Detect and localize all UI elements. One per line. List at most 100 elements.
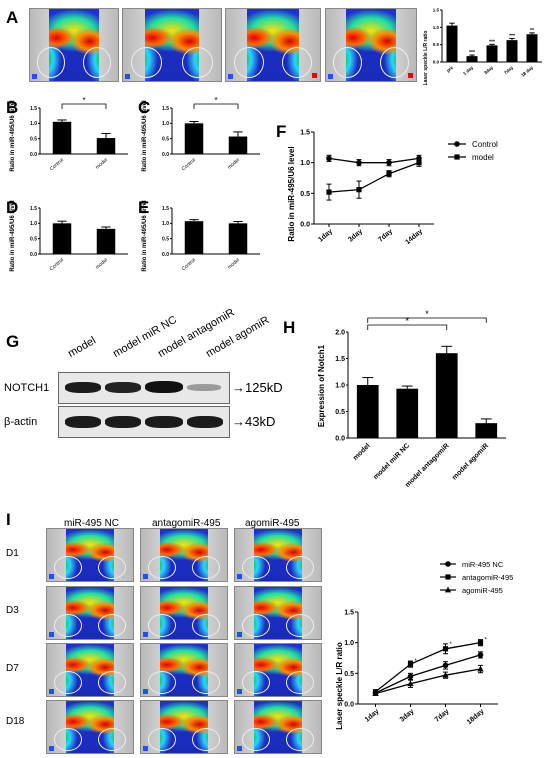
panel-label-f: F (276, 122, 287, 141)
data-point (477, 652, 484, 658)
data-point (407, 673, 414, 680)
y-axis-label: Ratio in miR-495/U6 level (287, 146, 296, 241)
bar (526, 34, 538, 62)
x-tick-label: 3day (399, 708, 416, 724)
data-point (386, 159, 392, 166)
data-point (356, 187, 362, 193)
y-tick-label: 2.0 (335, 329, 345, 336)
legend-label: antagomiR-495 (462, 573, 513, 582)
x-tick-label: model (352, 442, 372, 462)
data-point (372, 690, 379, 696)
x-tick-label: model agomiR (451, 442, 490, 481)
bar (446, 25, 458, 63)
significance-label: * (214, 96, 217, 105)
significance-bracket (367, 324, 448, 330)
panel-b-chart: Ratio in miR-495/U6 level 0.0 0.5 1.0 1.5 Co… (10, 96, 128, 172)
laser-speckle-image (29, 8, 119, 82)
blot-size-label: →43kD (232, 414, 276, 429)
laser-speckle-image (140, 586, 228, 640)
y-tick-label: 0.5 (30, 236, 37, 242)
y-tick-label: 0.5 (162, 236, 169, 242)
data-point (407, 680, 414, 687)
x-tick-label: 18 day (520, 65, 534, 78)
bar (184, 221, 204, 254)
y-tick-label: 0.0 (335, 435, 345, 442)
panel-label-g: G (6, 332, 20, 351)
y-axis-label: Ratio in miR-495/U6 level (142, 100, 148, 172)
y-tick-label: 0.0 (344, 701, 354, 708)
panel-label-d: D (6, 198, 19, 217)
y-tick-label: 0.0 (162, 152, 169, 158)
bar (356, 385, 379, 438)
data-point (356, 159, 362, 166)
data-point (477, 665, 484, 672)
y-axis-label: Ratio in miR-495/U6 level (10, 200, 16, 272)
y-tick-label: 1.0 (30, 221, 37, 227)
data-point (442, 646, 449, 652)
y-tick-label: 0.5 (344, 671, 354, 678)
x-tick-label: 3day (347, 228, 364, 244)
laser-speckle-image (325, 8, 417, 82)
panel-i-chart: Laser speckle L/R ratio 0.0 0.5 1.0 1.5 1day… (335, 560, 513, 730)
x-tick-label: model (227, 257, 241, 270)
panel-label-h: H (283, 318, 296, 337)
legend-marker (445, 574, 451, 580)
panel-label-i: I (6, 510, 11, 529)
day-label: D18 (6, 716, 25, 727)
significance-label: ** (530, 28, 534, 34)
y-tick-label: 0.5 (433, 42, 440, 47)
data-point (442, 662, 449, 669)
laser-speckle-image (140, 528, 228, 582)
x-tick-label: 18day (466, 708, 486, 726)
x-tick-label: model (95, 257, 109, 270)
series-line (328, 157, 420, 164)
group-label: antagomiR-495 (152, 518, 221, 529)
laser-speckle-image (46, 586, 134, 640)
data-point (326, 189, 332, 195)
panel-d-chart: Ratio in miR-495/U6 level 0.0 0.5 1.0 1.5 Co… (10, 200, 128, 272)
series-line (375, 642, 481, 693)
legend-label: model (472, 153, 494, 162)
bar (52, 121, 72, 154)
y-tick-label: 0.0 (30, 252, 37, 258)
panel-c-chart: Ratio in miR-495/U6 level 0.0 0.5 1.0 1.5 Co… (142, 96, 260, 172)
x-tick-label: model (95, 157, 109, 170)
x-tick-label: Control (49, 257, 65, 272)
y-tick-label: 1.0 (300, 160, 310, 167)
laser-speckle-image (234, 586, 322, 640)
data-point (386, 171, 392, 177)
series-line (375, 668, 481, 695)
y-axis-label: Ratio in miR-495/U6 level (10, 100, 16, 172)
y-axis-label: Laser speckle L/R ratio (335, 642, 344, 730)
day-label: D1 (6, 548, 19, 559)
y-tick-label: 0.0 (162, 252, 169, 258)
y-tick-label: 1.5 (30, 206, 37, 212)
y-tick-label: 1.5 (433, 8, 440, 13)
x-tick-label: model (227, 157, 241, 170)
x-tick-label: 1day (317, 228, 334, 244)
bar (96, 138, 116, 154)
bar (475, 423, 498, 438)
y-tick-label: 1.0 (30, 121, 37, 127)
x-tick-label: pre (446, 65, 455, 74)
x-tick-label: Control (49, 157, 65, 172)
y-axis-label: Expression of Notch1 (317, 344, 326, 427)
significance-label: * (450, 642, 453, 648)
y-tick-label: 0.0 (300, 221, 310, 228)
significance-label: * (415, 659, 418, 665)
panel-e-chart: Ratio in miR-495/U6 level 0.0 0.5 1.0 1.5 Co… (142, 200, 260, 272)
x-tick-label: 1day (364, 708, 381, 724)
laser-speckle-image (46, 700, 134, 754)
legend-marker (445, 561, 451, 567)
group-label: miR-495 NC (64, 518, 120, 529)
data-point (407, 661, 414, 667)
y-tick-label: 1.0 (162, 221, 169, 227)
data-point (416, 155, 422, 162)
lane-label: model (66, 334, 98, 360)
y-tick-label: 1.5 (344, 609, 354, 616)
x-tick-label: 7day (503, 65, 514, 76)
x-tick-label: 3day (483, 65, 494, 76)
y-tick-label: 1.5 (162, 106, 169, 112)
data-point (442, 671, 449, 678)
panel-label-c: C (138, 98, 151, 117)
